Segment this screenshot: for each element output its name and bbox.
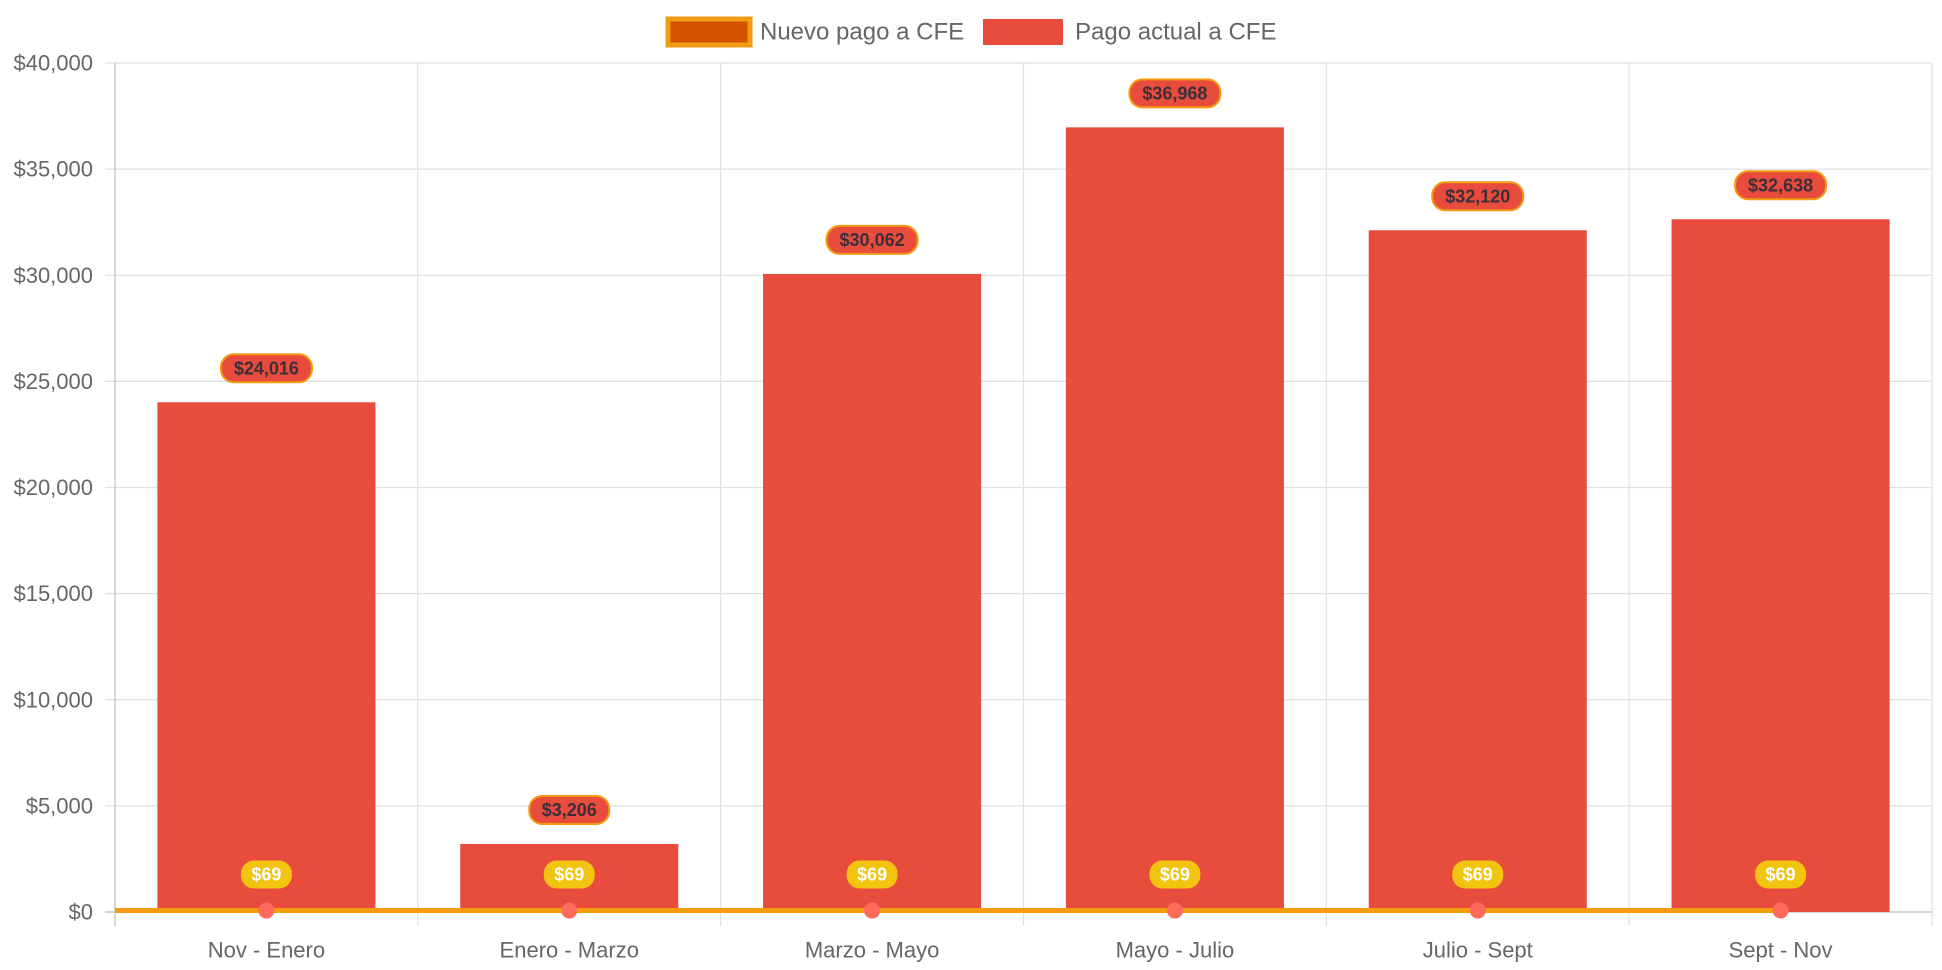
axes: $0 $5,000 $10,000 $15,000 $20,000 $25,000 $30,… [13, 51, 1832, 963]
line-data-label-box [240, 860, 292, 889]
bar-data-label-box [1128, 78, 1222, 109]
bar-data-label-box [1734, 170, 1828, 201]
bar [1368, 230, 1587, 913]
bar [157, 402, 376, 912]
bar-data-label: $32,638 [1748, 175, 1813, 195]
line-data-label: $69 [554, 865, 584, 885]
line-data-label: $69 [1766, 865, 1796, 885]
line-data-label: $69 [857, 865, 887, 885]
line-data-label-box [1452, 860, 1504, 889]
bar-data-label: $24,016 [234, 358, 299, 378]
line-point [864, 902, 881, 919]
bar-data-label-box [1431, 181, 1525, 212]
bar-data-label: $32,120 [1445, 186, 1510, 206]
legend: Nuevo pago a CFE Pago actual a CFE [665, 16, 1276, 48]
legend-swatch-nuevo [665, 16, 753, 48]
x-tick-label: Julio - Sept [1423, 938, 1533, 963]
x-tick-label: Nov - Enero [208, 938, 325, 963]
line-data-label: $69 [1463, 865, 1493, 885]
y-tick-label: $35,000 [13, 157, 93, 182]
line-data-label: $69 [251, 865, 281, 885]
y-tick-label: $0 [69, 900, 93, 925]
bar-data-label-box [528, 794, 611, 825]
bar-data-label-box [219, 353, 313, 384]
line-point [1166, 902, 1183, 919]
bar-series [157, 127, 1890, 913]
line-point [1772, 902, 1789, 919]
line-point [561, 902, 578, 919]
legend-label-actual: Pago actual a CFE [1075, 19, 1276, 46]
bar [763, 273, 982, 912]
x-tick-label: Marzo - Mayo [805, 938, 939, 963]
bar [1671, 219, 1890, 913]
bar-data-labels: $24,016 $3,206 $30,062 $36,968 $32,120 $32,63… [219, 78, 1828, 825]
grid [105, 62, 1933, 926]
bar-data-label-box [825, 224, 919, 255]
bar-data-label: $36,968 [1142, 83, 1207, 103]
x-tick-label: Mayo - Julio [1116, 938, 1235, 963]
y-tick-label: $5,000 [26, 793, 93, 818]
x-tick-label: Enero - Marzo [500, 938, 639, 963]
y-tick-label: $10,000 [13, 687, 93, 712]
legend-label-nuevo: Nuevo pago a CFE [760, 19, 964, 46]
bar [1065, 127, 1284, 913]
line-data-label: $69 [1160, 865, 1190, 885]
legend-swatch-actual [983, 19, 1063, 45]
line-data-labels: $69 $69 $69 $69 $69 $69 [240, 860, 1807, 889]
bar-data-label: $3,206 [542, 800, 597, 820]
line-data-label-box [543, 860, 595, 889]
line-series [115, 902, 1789, 919]
line-point [258, 902, 275, 919]
line-data-label-box [1755, 860, 1807, 889]
line-point [1469, 902, 1486, 919]
line-data-label-box [1149, 860, 1201, 889]
y-tick-label: $20,000 [13, 475, 93, 500]
y-tick-label: $30,000 [13, 263, 93, 288]
line-data-label-box [846, 860, 898, 889]
y-tick-label: $40,000 [13, 51, 93, 76]
y-tick-label: $15,000 [13, 581, 93, 606]
x-tick-label: Sept - Nov [1729, 938, 1833, 963]
bar-data-label: $30,062 [840, 230, 905, 250]
y-tick-label: $25,000 [13, 369, 93, 394]
